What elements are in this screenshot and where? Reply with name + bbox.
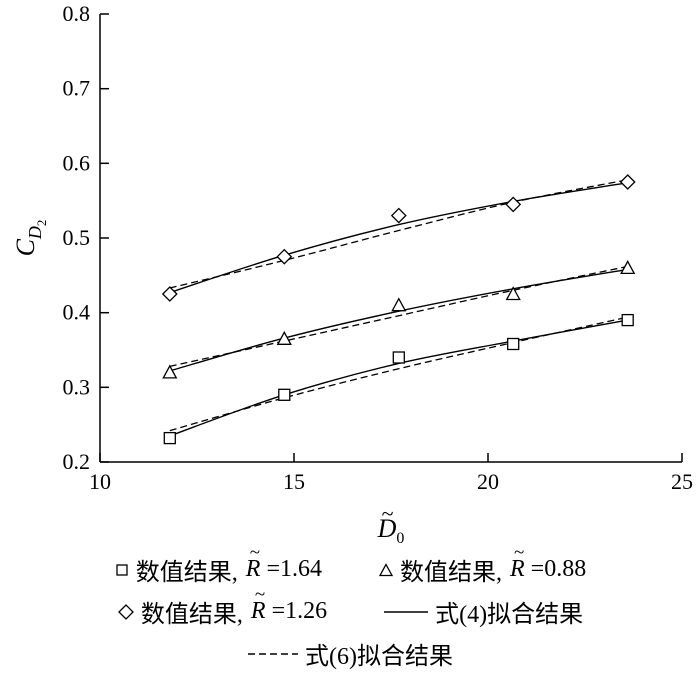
fit4-solid-curve xyxy=(169,319,628,437)
y-axis-title-base: C xyxy=(11,239,40,257)
diamond-marker xyxy=(276,248,293,265)
triangle-marker xyxy=(276,330,292,345)
fit6-dashed-curve xyxy=(169,316,628,432)
triangle-marker xyxy=(505,286,521,301)
y-tick-label: 0.7 xyxy=(63,76,91,101)
tilde-accent: ~ xyxy=(249,542,261,563)
x-tick-label: 10 xyxy=(89,469,111,494)
legend-label: 数值结果, xyxy=(400,560,502,586)
x-axis-title: ~ D0 xyxy=(100,501,682,556)
y-tick-label: 0.2 xyxy=(63,449,91,474)
square-marker xyxy=(507,337,520,351)
triangle-marker xyxy=(391,297,407,312)
legend-value: =1.64 xyxy=(266,556,322,582)
y-tick-label: 0.5 xyxy=(63,225,91,250)
x-tick-label: 20 xyxy=(477,469,499,494)
fit4-solid-curve xyxy=(169,182,628,294)
square-marker xyxy=(278,388,291,401)
legend-item-square: 数值结果, R ~ =1.64 xyxy=(114,542,322,587)
legend-row: 数值结果, R ~ =1.26 式(4)拟合结果 xyxy=(0,584,700,629)
fit6-dashed-curve xyxy=(169,179,628,289)
square-marker xyxy=(621,313,634,327)
solid-line-icon xyxy=(384,610,429,613)
square-marker-icon xyxy=(116,563,128,576)
legend-value: =1.26 xyxy=(271,598,328,624)
diamond-marker-icon xyxy=(117,603,134,620)
y-tick-label: 0.6 xyxy=(63,150,91,175)
legend-label: 数值结果, xyxy=(135,560,238,586)
diamond-marker xyxy=(161,286,178,302)
legend-variable: R ~ xyxy=(250,584,266,624)
y-tick-label: 0.3 xyxy=(63,374,91,399)
legend: 数值结果, R ~ =1.64 数值结果, R ~ =0.88 数值结果, R ~ =1.26 式… xyxy=(0,542,700,678)
y-tick-label: 0.8 xyxy=(63,1,91,26)
legend-item-diamond: 数值结果, R ~ =1.26 xyxy=(117,584,328,629)
triangle-marker xyxy=(620,260,636,275)
square-marker xyxy=(163,431,176,445)
x-tick-label: 15 xyxy=(283,469,305,494)
dashed-line-icon xyxy=(248,652,298,655)
y-axis-title-subsub: 2 xyxy=(34,219,49,227)
legend-item-triangle: 数值结果, R ~ =0.88 xyxy=(378,542,587,587)
y-tick-label: 0.4 xyxy=(63,300,91,325)
legend-variable: R ~ xyxy=(510,542,525,582)
chart-canvas: 10 15 20 25 0.2 0.3 0.4 0.5 0.6 0.7 0.8 xyxy=(63,1,694,494)
x-axis-title-sub: 0 xyxy=(396,530,405,547)
legend-variable: R ~ xyxy=(245,542,261,582)
plot-area: 10 15 20 25 0.2 0.3 0.4 0.5 0.6 0.7 0.8 CD2 xyxy=(8,1,694,494)
y-axis-title: CD2 xyxy=(8,173,49,303)
diamond-marker xyxy=(390,207,407,224)
diamond-marker xyxy=(505,196,522,213)
legend-item-solid-line: 式(4)拟合结果 xyxy=(383,594,583,629)
x-axis-title-base: D xyxy=(377,514,397,543)
legend-value: =0.88 xyxy=(530,556,587,582)
y-axis-title-sub: D xyxy=(25,226,45,240)
tilde-accent: ~ xyxy=(381,501,394,526)
legend-label: 数值结果, xyxy=(140,602,243,628)
square-marker xyxy=(392,351,405,364)
tilde-accent: ~ xyxy=(254,584,266,605)
triangle-marker-icon xyxy=(378,562,394,576)
legend-label: 式(4)拟合结果 xyxy=(435,602,584,628)
triangle-marker xyxy=(162,364,178,379)
x-tick-label: 25 xyxy=(671,469,693,494)
tilde-accent: ~ xyxy=(514,542,525,563)
x-axis-title-base-wrap: ~ D xyxy=(377,501,397,546)
legend-row: 数值结果, R ~ =1.64 数值结果, R ~ =0.88 xyxy=(0,542,700,587)
diamond-marker xyxy=(619,174,636,190)
